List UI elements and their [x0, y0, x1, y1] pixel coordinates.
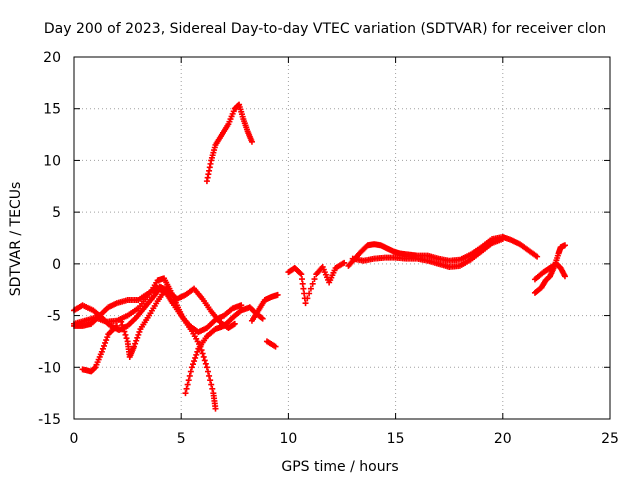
data-point	[136, 328, 143, 335]
data-point	[133, 337, 140, 344]
data-point	[534, 253, 541, 260]
data-point	[194, 348, 201, 355]
data-point	[184, 381, 191, 388]
data-point	[207, 377, 214, 384]
series-track-arc-i	[203, 101, 255, 185]
data-point	[201, 357, 208, 364]
data-point	[202, 360, 209, 367]
data-point	[121, 328, 128, 335]
data-point	[309, 280, 316, 287]
data-point	[163, 285, 170, 292]
data-point	[134, 334, 141, 341]
y-tick-label: 5	[52, 205, 61, 221]
x-axis-label: GPS time / hours	[281, 459, 398, 475]
data-point	[122, 331, 129, 338]
data-point	[297, 270, 304, 277]
x-tick-label: 20	[494, 431, 512, 447]
x-tick-label: 5	[177, 431, 186, 447]
data-point	[306, 290, 313, 297]
data-point	[187, 368, 194, 375]
data-point	[186, 372, 193, 379]
data-point	[561, 273, 568, 280]
series-track-arc-n	[531, 260, 568, 283]
data-point	[104, 334, 111, 341]
x-tick-label: 10	[279, 431, 297, 447]
data-point	[238, 302, 245, 309]
series-track-arc-l	[349, 236, 506, 270]
series-track-arc-h	[263, 338, 279, 350]
series-track-arc-g	[248, 291, 281, 324]
data-point	[205, 368, 211, 375]
data-point	[191, 358, 198, 365]
data-point	[198, 347, 205, 354]
data-point	[302, 300, 309, 307]
data-point	[103, 337, 110, 344]
x-tick-label: 15	[387, 431, 405, 447]
y-tick-label: 0	[52, 257, 61, 273]
plot-frame	[73, 56, 611, 420]
y-tick-label: -10	[38, 360, 61, 376]
data-point	[259, 315, 266, 322]
data-point	[274, 291, 281, 298]
data-point	[182, 390, 189, 397]
data-point	[304, 295, 311, 302]
y-tick-label: -15	[38, 412, 61, 428]
chart-title: Day 200 of 2023, Sidereal Day-to-day VTE…	[44, 21, 606, 37]
data-point	[199, 350, 206, 357]
data-point	[193, 351, 200, 358]
y-tick-label: 15	[43, 102, 61, 118]
data-point	[118, 318, 125, 325]
x-tick-label: 0	[70, 431, 79, 447]
y-tick-label: 20	[43, 50, 61, 66]
data-point	[113, 322, 120, 329]
data-point	[192, 354, 199, 361]
data-point	[101, 342, 108, 349]
data-point	[208, 381, 215, 388]
data-point	[189, 361, 196, 368]
data-point	[123, 335, 130, 342]
x-tick-label: 25	[601, 431, 619, 447]
series-track-arc-d	[79, 322, 120, 375]
data-point	[135, 331, 142, 338]
data-point	[200, 353, 207, 360]
series-track-arc-e	[118, 285, 170, 360]
data-point	[561, 242, 568, 249]
data-point	[212, 405, 219, 412]
data-point	[258, 314, 265, 321]
data-point	[272, 343, 279, 350]
series-track-arc-j	[285, 259, 348, 307]
data-point	[131, 343, 138, 350]
data-point	[203, 364, 210, 371]
y-tick-label: 10	[43, 153, 61, 169]
data-point	[119, 322, 126, 329]
y-axis-label: SDTVAR / TECUs	[8, 182, 24, 297]
data-point	[206, 372, 213, 379]
data-point	[499, 236, 506, 243]
data-point	[132, 340, 139, 347]
data-point	[183, 385, 190, 392]
data-point	[209, 385, 216, 392]
data-point	[102, 339, 109, 346]
data-point	[231, 320, 238, 327]
data-point	[248, 138, 255, 145]
data-point	[99, 345, 106, 352]
data-point	[341, 259, 348, 266]
data-point	[120, 325, 127, 332]
data-point	[98, 348, 105, 355]
y-tick-label: -5	[47, 309, 61, 325]
axis-ticks: 0 5 10 15 20 25 -15 -10 -5 0 5 10 15 20	[38, 50, 619, 447]
data-point	[188, 364, 195, 371]
data-point	[185, 377, 192, 384]
data-point	[307, 285, 314, 292]
data-point	[311, 276, 318, 283]
